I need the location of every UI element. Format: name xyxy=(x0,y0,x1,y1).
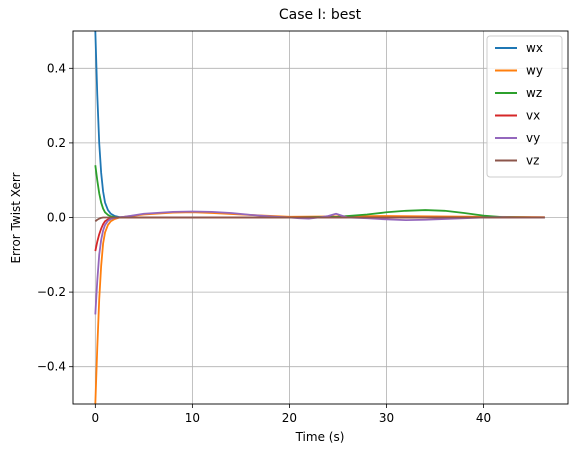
x-axis-label: Time (s) xyxy=(295,430,345,444)
legend: wx wy wz vx vy vz xyxy=(486,35,563,178)
legend-label-vy: vy xyxy=(526,131,540,145)
y-axis-label: Error Twist Xerr xyxy=(9,172,23,263)
legend-label-wx: wx xyxy=(526,41,543,55)
legend-label-wz: wz xyxy=(526,86,542,100)
x-tick-label: 10 xyxy=(185,411,200,425)
plot-area xyxy=(94,31,545,404)
x-tick-label: 0 xyxy=(92,411,100,425)
legend-box xyxy=(486,35,563,178)
y-tick-label: 0.2 xyxy=(47,136,66,150)
axis-ticks: 0 10 20 30 40 −0.4 −0.2 0.0 0.2 0.4 xyxy=(37,61,491,425)
y-tick-label: 0.0 xyxy=(47,211,66,225)
y-tick-label: 0.4 xyxy=(47,61,66,75)
legend-label-wy: wy xyxy=(526,64,543,78)
series-line-vz xyxy=(94,216,545,222)
chart-title: Case I: best xyxy=(279,7,362,23)
y-tick-label: −0.4 xyxy=(37,360,66,374)
legend-label-vx: vx xyxy=(526,109,540,123)
y-tick-label: −0.2 xyxy=(37,285,66,299)
legend-label-vz: vz xyxy=(526,154,539,168)
x-tick-label: 20 xyxy=(282,411,297,425)
x-tick-label: 30 xyxy=(379,411,394,425)
x-tick-label: 40 xyxy=(476,411,491,425)
